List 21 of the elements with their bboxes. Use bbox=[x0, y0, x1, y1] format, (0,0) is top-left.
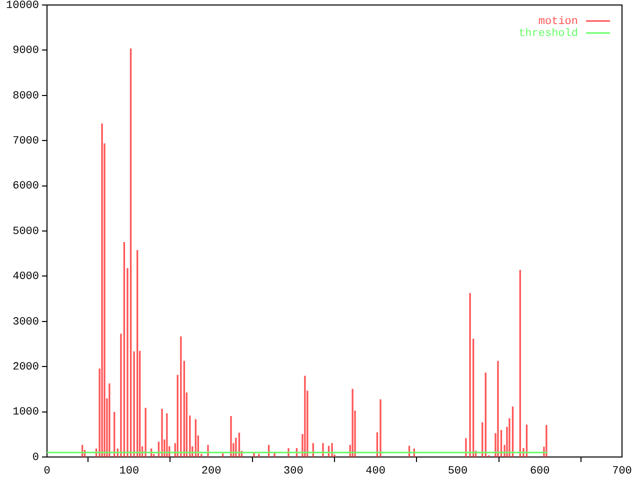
x-tick-label: 100 bbox=[119, 465, 140, 478]
y-tick-label: 1000 bbox=[12, 406, 39, 419]
y-tick-label: 9000 bbox=[12, 45, 39, 58]
y-tick-label: 8000 bbox=[12, 90, 39, 102]
x-tick-label: 500 bbox=[448, 465, 468, 478]
y-tick-label: 4000 bbox=[12, 271, 39, 284]
legend-label: motion bbox=[538, 16, 578, 28]
y-tick-label: 6000 bbox=[12, 180, 39, 193]
y-tick-label: 7000 bbox=[12, 136, 39, 148]
y-tick-label: 2000 bbox=[12, 362, 39, 374]
x-tick-label: 600 bbox=[530, 465, 550, 478]
x-tick-label: 700 bbox=[612, 465, 632, 478]
y-tick-label: 3000 bbox=[12, 316, 39, 328]
x-tick-label: 0 bbox=[44, 465, 50, 478]
x-tick-label: 200 bbox=[201, 465, 222, 478]
y-tick-label: 0 bbox=[32, 452, 40, 464]
x-tick-label: 400 bbox=[366, 465, 386, 478]
x-tick-label: 300 bbox=[284, 465, 304, 478]
y-tick-label: 5000 bbox=[12, 226, 39, 238]
legend-label: threshold bbox=[518, 28, 578, 40]
y-tick-label: 10000 bbox=[6, 0, 40, 12]
